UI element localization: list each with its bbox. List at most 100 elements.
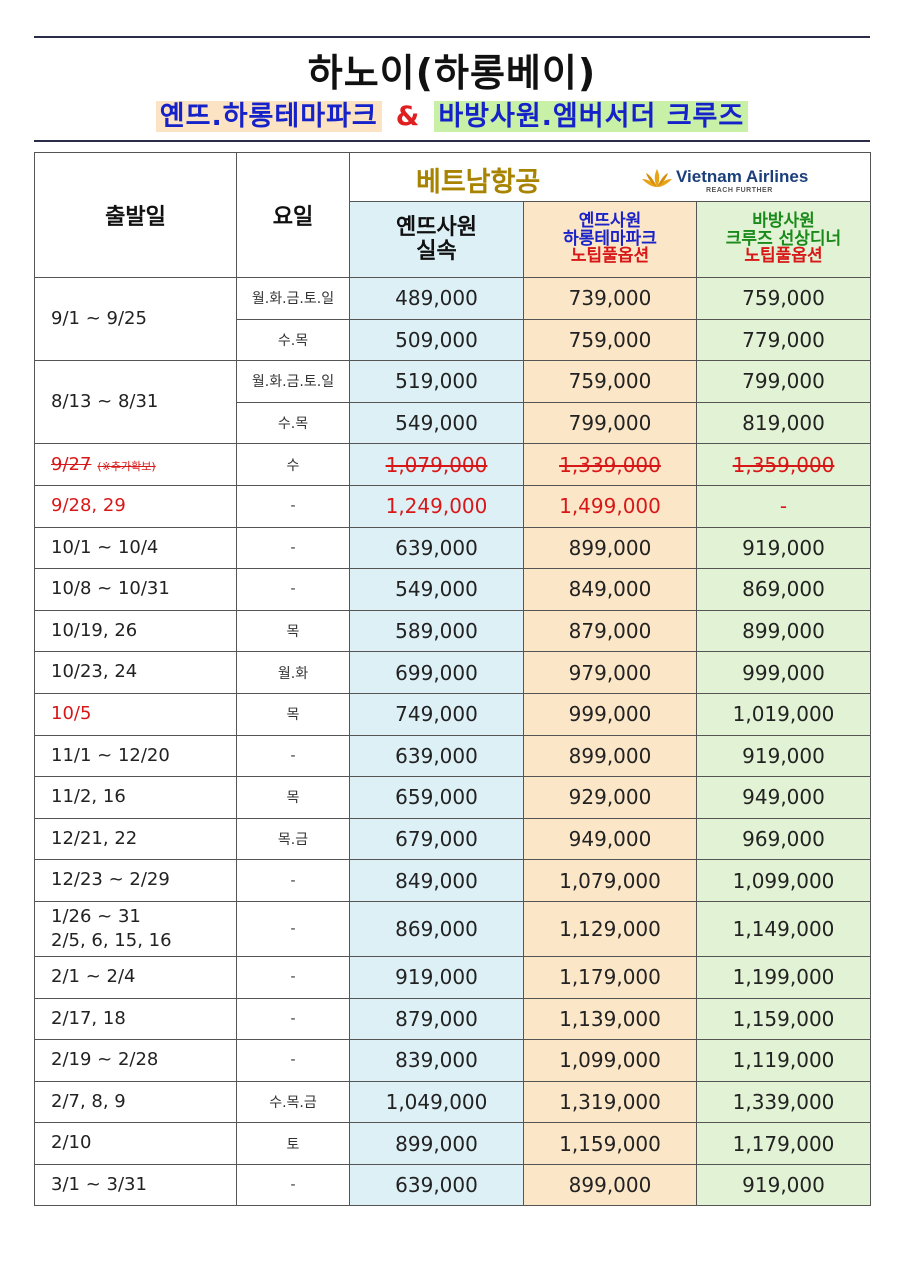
price-value: - — [779, 494, 788, 519]
departure-date: 10/8 ~ 10/31 — [34, 568, 237, 611]
weekday: 토 — [236, 1122, 350, 1165]
price-value: 489,000 — [395, 286, 478, 311]
departure-date: 8/13 ~ 8/31 — [34, 360, 237, 445]
price-value: 1,129,000 — [559, 916, 661, 941]
price-value: 659,000 — [395, 785, 478, 810]
table-row: 수.목 509,000 759,000 779,000 — [35, 318, 872, 362]
price-p1: 639,000 — [349, 526, 524, 570]
date-text: 10/1 ~ 10/4 — [51, 536, 159, 558]
date-text: 2/17, 18 — [51, 1007, 126, 1029]
price-value: 949,000 — [742, 785, 825, 810]
price-p3: 1,149,000 — [695, 900, 872, 957]
weekday: - — [236, 997, 350, 1041]
price-p1: 489,000 — [349, 277, 524, 320]
price-p3: 1,359,000 — [695, 443, 872, 486]
table-row: 2/17, 18 - 879,000 1,139,000 1,159,000 — [34, 997, 872, 1041]
price-p1: 869,000 — [349, 900, 524, 957]
price-p2: 799,000 — [523, 401, 697, 445]
price-p3: 919,000 — [695, 734, 872, 778]
departure-date: 11/1 ~ 12/20 — [34, 734, 237, 778]
table-row: 10/1 ~ 10/4 - 639,000 899,000 919,000 — [34, 526, 872, 570]
table-row: 10/8 ~ 10/31 - 549,000 849,000 869,000 — [34, 568, 872, 611]
price-value: 1,079,000 — [559, 868, 661, 893]
price-p1: 749,000 — [349, 692, 524, 736]
price-p2: 1,099,000 — [523, 1039, 697, 1082]
price-value: 849,000 — [395, 868, 478, 893]
price-value: 919,000 — [742, 535, 825, 560]
price-value: 1,019,000 — [732, 702, 835, 727]
price-value: 1,139,000 — [559, 1006, 661, 1031]
price-value: 549,000 — [395, 577, 478, 602]
departure-date: 10/19, 26 — [34, 609, 237, 653]
price-p3: 759,000 — [695, 277, 872, 320]
price-p3: 869,000 — [695, 568, 872, 611]
departure-date: 12/21, 22 — [34, 817, 237, 861]
price-p2: 949,000 — [523, 817, 697, 861]
weekday: - — [236, 1163, 350, 1207]
price-p2: 899,000 — [523, 526, 697, 570]
table-row: 3/1 ~ 3/31 - 639,000 899,000 919,000 — [34, 1163, 872, 1207]
price-value: 1,159,000 — [559, 1131, 661, 1156]
price-p2: 1,499,000 — [523, 484, 697, 528]
header-weekday: 요일 — [236, 152, 350, 278]
price-value: 509,000 — [395, 327, 478, 352]
date-text: 2/1 ~ 2/4 — [51, 966, 136, 988]
price-value: 1,339,000 — [559, 452, 661, 477]
price-p2: 1,319,000 — [523, 1080, 697, 1124]
price-value: 899,000 — [395, 1131, 478, 1156]
price-p1: 899,000 — [349, 1122, 524, 1165]
date-text: 3/1 ~ 3/31 — [51, 1174, 147, 1196]
price-p3: 999,000 — [695, 651, 872, 694]
table-row: 9/28, 29 - 1,249,000 1,499,000 - — [34, 484, 872, 528]
table-row: 2/1 ~ 2/4 - 919,000 1,179,000 1,199,000 — [34, 955, 872, 999]
price-p1: 879,000 — [349, 997, 524, 1041]
price-p1: 509,000 — [349, 318, 524, 362]
price-value: 869,000 — [395, 916, 478, 941]
table-row: 11/2, 16 목 659,000 929,000 949,000 — [34, 776, 872, 819]
price-p1: 519,000 — [349, 360, 524, 403]
price-value: 849,000 — [568, 577, 652, 602]
departure-date: 9/27 (※추가확보) — [34, 443, 237, 486]
date-text: 10/23, 24 — [51, 661, 138, 683]
price-p3: 899,000 — [695, 609, 872, 653]
table-row: 11/1 ~ 12/20 - 639,000 899,000 919,000 — [34, 734, 872, 778]
price-value: 1,199,000 — [732, 965, 835, 990]
price-p3: 1,159,000 — [695, 997, 872, 1041]
price-value: 1,179,000 — [559, 965, 661, 990]
weekday: 수.목 — [236, 401, 350, 445]
price-p3: 1,019,000 — [695, 692, 872, 736]
table-row: 10/5 목 749,000 999,000 1,019,000 — [34, 692, 872, 736]
weekday: 수 — [236, 443, 350, 486]
price-p1: 699,000 — [349, 651, 524, 694]
vietnam-airlines-logo: Vietnam Airlines REACH FURTHER — [640, 165, 820, 199]
price-p3: 919,000 — [695, 526, 872, 570]
departure-date: 11/2, 16 — [34, 776, 237, 819]
price-value: 699,000 — [395, 660, 478, 685]
price-value: 839,000 — [395, 1048, 478, 1073]
table-row: 9/27 (※추가확보) 수 1,079,000 1,339,000 1,359,000 — [34, 443, 872, 486]
price-value: 979,000 — [568, 660, 652, 685]
fare-table: 출발일 요일 베트남항공 Vietnam Airlines REACH FURT… — [34, 152, 872, 1207]
price-p2: 979,000 — [523, 651, 697, 694]
price-p3: - — [695, 484, 872, 528]
price-p2: 879,000 — [523, 609, 697, 653]
product-header-1: 옌뜨사원 실속 — [349, 201, 524, 278]
weekday: - — [236, 900, 350, 957]
price-p1: 1,079,000 — [349, 443, 524, 486]
date-text: 10/19, 26 — [51, 619, 138, 641]
price-value: 1,249,000 — [385, 494, 488, 519]
price-value: 1,319,000 — [559, 1089, 661, 1114]
price-p3: 1,339,000 — [695, 1080, 872, 1124]
price-p2: 899,000 — [523, 734, 697, 778]
price-value: 1,339,000 — [732, 1089, 835, 1114]
table-row: 9/1 ~ 9/25 월.화.금.토.일 489,000 739,000 759,000 — [34, 276, 872, 362]
weekday: - — [236, 859, 350, 902]
table-row: 12/23 ~ 2/29 - 849,000 1,079,000 1,099,000 — [34, 859, 872, 902]
date-text: 2/19 ~ 2/28 — [51, 1049, 159, 1071]
price-value: 949,000 — [568, 827, 652, 852]
price-value: 799,000 — [742, 369, 825, 394]
page-title: 하노이(하롱베이) — [307, 51, 597, 95]
date-note: (※추가확보) — [97, 459, 156, 473]
price-value: 1,499,000 — [559, 494, 661, 519]
weekday: 목.금 — [236, 817, 350, 861]
